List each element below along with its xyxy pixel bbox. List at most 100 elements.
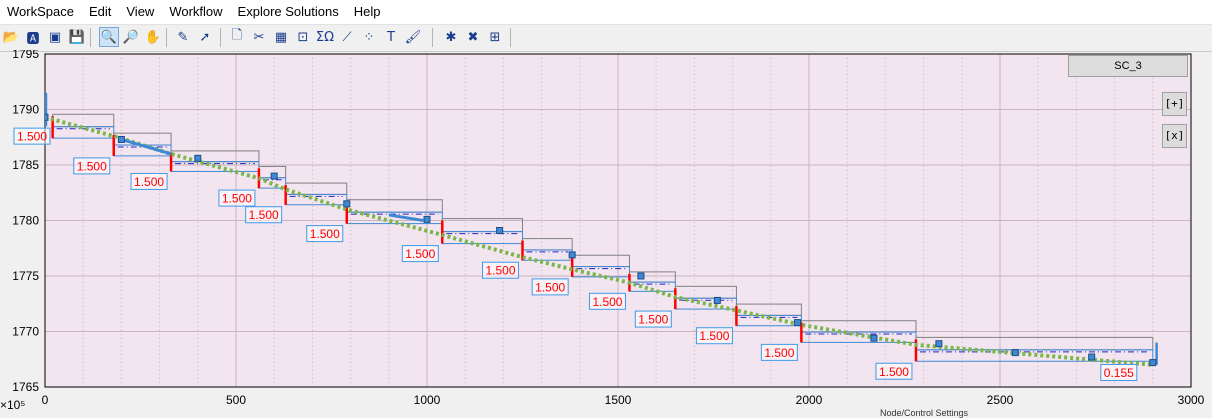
drop-label: 1.500	[592, 295, 622, 309]
magnifier-icon[interactable]: 🔎	[122, 29, 140, 45]
y-tick-label: 1765	[12, 380, 39, 394]
drop-label-box	[634, 310, 672, 328]
drop-label-box	[588, 292, 626, 310]
drop-label: 1.500	[879, 365, 909, 379]
highlight-segment	[388, 213, 424, 222]
drop-label: 1.500	[249, 208, 279, 222]
zoom-icon[interactable]: 🔍	[99, 27, 119, 47]
drop-label-box	[130, 172, 168, 190]
drop-label-box	[1100, 363, 1138, 381]
drop-label-box	[245, 206, 283, 224]
node-marker[interactable]	[270, 172, 278, 180]
frame-tool-icon[interactable]: ⊡	[297, 29, 309, 45]
menu-explore-solutions[interactable]: Explore Solutions	[237, 4, 339, 19]
node-marker[interactable]	[117, 135, 125, 143]
menu-view[interactable]: View	[126, 4, 155, 19]
drop-label: 1.500	[764, 346, 794, 360]
node-marker[interactable]	[870, 334, 878, 342]
node-marker[interactable]	[423, 215, 431, 223]
node-marker[interactable]	[343, 200, 351, 208]
drop-label: 1.500	[310, 227, 340, 241]
drop-label: 1.500	[134, 175, 164, 189]
drop-label: 0.155	[1104, 366, 1134, 380]
plot-frame	[44, 53, 1192, 388]
drop-label-box	[401, 245, 439, 263]
scatter-icon[interactable]: ⁘	[363, 29, 375, 45]
pointer-add-icon[interactable]: ➚	[199, 29, 211, 45]
drop-label-box	[875, 362, 913, 380]
x-axis-exponent: ×10⁵	[0, 398, 26, 412]
drop-label-box	[73, 157, 111, 175]
image-icon[interactable]: ▣	[48, 29, 62, 45]
pan-hand-icon[interactable]: ✋	[144, 29, 162, 45]
drop-label: 1.500	[405, 247, 435, 261]
node-marker[interactable]	[496, 226, 504, 234]
y-tick-label: 1780	[12, 214, 39, 228]
sum-icon[interactable]: ΣΩ	[315, 29, 335, 45]
drop-label: 1.500	[222, 192, 252, 206]
drop-label-box	[306, 225, 344, 243]
highlight-segment	[120, 138, 172, 156]
drop-label-box	[695, 327, 733, 345]
open-folder-icon[interactable]: 📂	[2, 29, 20, 45]
drop-label: 1.500	[17, 130, 47, 144]
status-fragment: Node/Control Settings	[880, 408, 969, 418]
menu-edit[interactable]: Edit	[88, 4, 112, 19]
drop-label: 1.500	[77, 159, 107, 173]
drop-label-box	[482, 261, 519, 279]
toolbar: 📂 🅰 ▣ 💾 🔍 🔎 ✋ ✎ ➚ 🗋 ✂ ▦ ⊡ ΣΩ ⟋ ⁘ T 🖌 ✱ ✖ ⊞	[0, 24, 1212, 52]
node-add-icon[interactable]: ✱	[445, 29, 457, 45]
x-tick-label: 1000	[414, 393, 441, 407]
x-tick-label: 0	[42, 393, 49, 407]
y-tick-label: 1790	[12, 103, 39, 117]
cut-line-icon[interactable]: ✂	[253, 29, 265, 45]
toolbar-separator	[166, 28, 167, 47]
node-settings-icon[interactable]: ⊞	[489, 29, 501, 45]
text-tool-icon[interactable]: T	[387, 29, 395, 45]
line-graph-icon[interactable]: ⟋	[342, 29, 352, 45]
node-marker[interactable]	[713, 296, 721, 304]
node-marker[interactable]	[568, 251, 576, 259]
node-marker[interactable]	[794, 319, 802, 327]
drop-label-box	[531, 278, 569, 296]
save-icon[interactable]: 💾	[68, 29, 86, 45]
toolbar-separator	[220, 28, 221, 47]
node-marker[interactable]	[935, 340, 943, 348]
y-tick-label: 1770	[12, 325, 39, 339]
scenario-label[interactable]: SC_3	[1068, 55, 1188, 77]
text-image-icon[interactable]: 🅰	[26, 31, 40, 47]
y-tick-label: 1775	[12, 269, 39, 283]
menu-bar: WorkSpace Edit View Workflow Explore Solutio…	[0, 0, 1212, 24]
node-marker[interactable]	[194, 154, 202, 162]
menu-workspace[interactable]: WorkSpace	[7, 4, 74, 19]
drop-label: 1.500	[485, 264, 515, 278]
close-button[interactable]: [x]	[1162, 124, 1187, 148]
new-page-icon[interactable]: 🗋	[231, 28, 243, 43]
y-tick-label: 1785	[12, 158, 39, 172]
node-marker[interactable]	[1088, 353, 1096, 361]
brush-icon[interactable]: 🖌	[404, 29, 422, 45]
node-marker[interactable]	[1011, 349, 1019, 357]
drop-label-box	[13, 127, 51, 145]
drop-label-box	[218, 189, 256, 207]
plot-content	[42, 92, 1158, 367]
menu-help[interactable]: Help	[353, 4, 381, 19]
node-delete-icon[interactable]: ✖	[467, 29, 479, 45]
x-tick-label: 2000	[796, 393, 823, 407]
expand-button[interactable]: [+]	[1162, 92, 1187, 116]
edit-down-icon[interactable]: ✎	[177, 29, 189, 45]
grid-tool-icon[interactable]: ▦	[274, 29, 288, 45]
drop-label: 1.500	[699, 329, 729, 343]
x-tick-label: 3000	[1178, 393, 1205, 407]
x-tick-label: 2500	[987, 393, 1014, 407]
menu-workflow[interactable]: Workflow	[169, 4, 223, 19]
x-tick-label: 500	[226, 393, 246, 407]
node-marker[interactable]	[1149, 359, 1157, 367]
profile-chart[interactable]: 0 500 1000 1500 2000 2500 3000 1765 1770 1775 1780…	[0, 50, 1212, 417]
drop-label: 1.500	[638, 313, 668, 327]
toolbar-separator	[510, 28, 511, 47]
node-marker[interactable]	[637, 272, 645, 280]
toolbar-separator	[432, 28, 433, 47]
node-marker[interactable]	[42, 113, 49, 121]
y-tick-label: 1795	[12, 50, 39, 61]
